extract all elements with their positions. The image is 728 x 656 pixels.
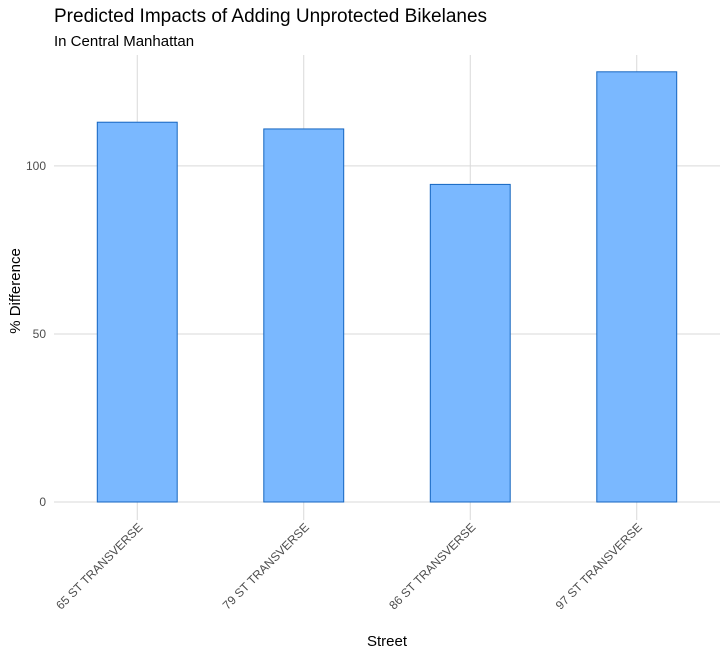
y-tick-label: 0 <box>39 495 46 509</box>
x-tick-label: 65 ST TRANSVERSE <box>53 520 145 612</box>
x-axis-title: Street <box>367 633 408 650</box>
x-tick-label: 86 ST TRANSVERSE <box>386 520 478 612</box>
chart-title: Predicted Impacts of Adding Unprotected … <box>54 6 488 27</box>
bar <box>96 121 178 503</box>
x-tick-label: 79 ST TRANSVERSE <box>220 520 312 612</box>
x-tick-label: 97 ST TRANSVERSE <box>553 520 645 612</box>
bar <box>596 71 678 503</box>
bar <box>429 183 511 503</box>
chart-subtitle: In Central Manhattan <box>54 33 195 50</box>
y-tick-label: 50 <box>33 327 47 341</box>
y-axis-title: % Difference <box>7 248 24 334</box>
bar-layer <box>96 71 678 503</box>
bar <box>263 128 345 503</box>
y-tick-label: 100 <box>26 159 46 173</box>
